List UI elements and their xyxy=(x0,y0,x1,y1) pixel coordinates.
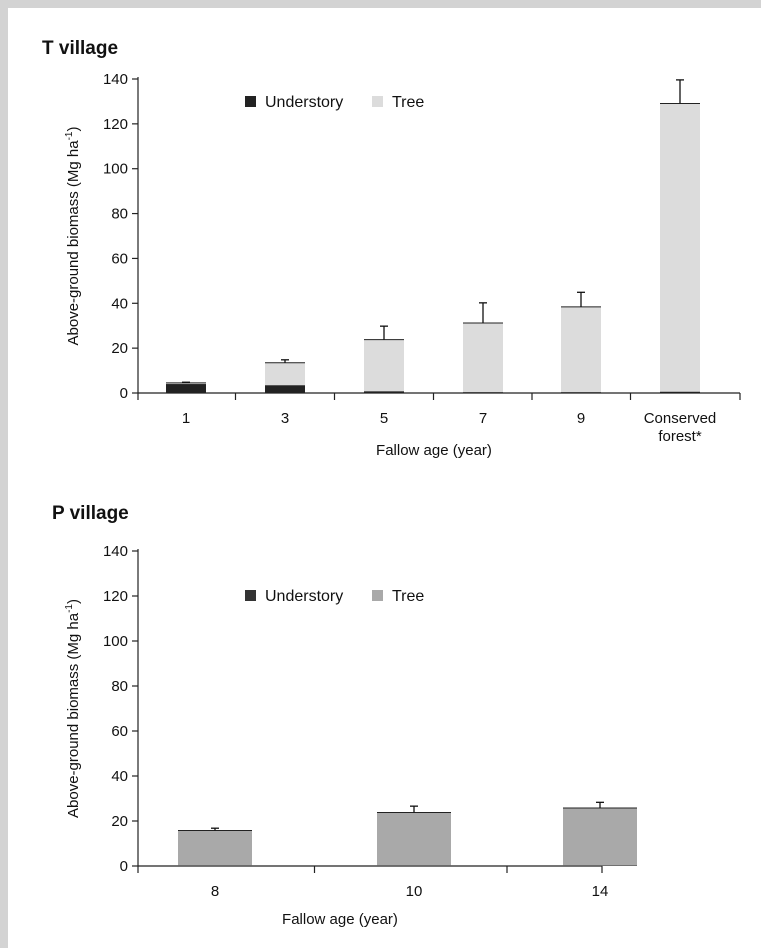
bar-understory-5 xyxy=(364,391,404,393)
bar-understory-9 xyxy=(561,392,601,393)
y-tick-label: 120 xyxy=(103,588,128,605)
bar-tree-5 xyxy=(364,339,404,392)
y-axis-title-close: ) xyxy=(65,126,82,131)
legend-swatch-understory xyxy=(245,590,256,601)
x-category-label: 14 xyxy=(592,883,609,900)
legend-swatch-tree xyxy=(372,96,383,107)
chart-panel-1: T village 0 20 40 60 80 100 120 140 1 3 5 7 9 Conserve… xyxy=(42,38,741,459)
legend-label-understory: Understory xyxy=(265,94,343,111)
y-axis-title-main: Above-ground biomass (Mg ha xyxy=(65,140,82,346)
x-category-label: 1 xyxy=(182,410,190,427)
legend-label-tree: Tree xyxy=(392,588,424,605)
chart-panel-2: P village 0 20 40 60 80 100 120 140 8 10 14 Fallow a… xyxy=(52,503,637,928)
x-category-label: 5 xyxy=(380,410,388,427)
y-axis-title: Above-ground biomass (Mg ha-1) xyxy=(64,126,82,345)
x-category-label: 8 xyxy=(211,883,219,900)
x-category-label: 9 xyxy=(577,410,585,427)
y-tick-label: 40 xyxy=(111,768,128,785)
chart-title: T village xyxy=(42,38,118,59)
y-axis-title-superscript: -1 xyxy=(64,131,75,140)
bar-understory-8 xyxy=(178,865,252,866)
bar-tree-8 xyxy=(178,830,252,866)
x-category-label: 7 xyxy=(479,410,487,427)
x-category-label: 3 xyxy=(281,410,289,427)
x-category-label: 10 xyxy=(406,883,423,900)
y-tick-label: 20 xyxy=(111,340,128,357)
x-axis-title: Fallow age (year) xyxy=(376,442,492,459)
y-tick-label: 80 xyxy=(111,678,128,695)
bar-tree-conserved-forest xyxy=(660,103,700,392)
y-tick-label: 100 xyxy=(103,633,128,650)
x-axis-title: Fallow age (year) xyxy=(282,911,398,928)
bar-understory-3 xyxy=(265,385,305,393)
y-tick-label: 60 xyxy=(111,250,128,267)
y-axis-title-main: Above-ground biomass (Mg ha xyxy=(65,612,82,818)
y-tick-label: 140 xyxy=(103,543,128,560)
bar-tree-9 xyxy=(561,306,601,393)
bar-understory-7 xyxy=(463,392,503,393)
bar-tree-7 xyxy=(463,323,503,393)
y-tick-label: 60 xyxy=(111,723,128,740)
legend-swatch-understory xyxy=(245,96,256,107)
y-axis-title-close: ) xyxy=(65,599,82,604)
legend-swatch-tree xyxy=(372,590,383,601)
y-tick-label: 100 xyxy=(103,161,128,178)
x-category-label: Conserved xyxy=(644,410,717,427)
chart-title: P village xyxy=(52,503,129,524)
y-tick-label: 20 xyxy=(111,813,128,830)
bar-tree-10 xyxy=(377,812,451,866)
y-tick-label: 40 xyxy=(111,295,128,312)
y-axis-title: Above-ground biomass (Mg ha-1) xyxy=(64,599,82,818)
bar-tree-1 xyxy=(166,382,206,385)
bar-tree-3 xyxy=(265,362,305,386)
bar-understory-14 xyxy=(563,865,637,866)
bar-tree-14 xyxy=(563,807,637,866)
y-tick-label: 80 xyxy=(111,206,128,223)
y-tick-label: 0 xyxy=(120,858,128,875)
bar-understory-1 xyxy=(166,384,206,393)
y-axis-title-superscript: -1 xyxy=(64,604,75,613)
y-tick-label: 120 xyxy=(103,116,128,133)
bar-understory-10 xyxy=(377,865,451,866)
x-category-label: forest* xyxy=(658,428,702,445)
legend-label-understory: Understory xyxy=(265,588,343,605)
y-tick-label: 140 xyxy=(103,71,128,88)
bar-understory-conserved-forest xyxy=(660,391,700,393)
legend-label-tree: Tree xyxy=(392,94,424,111)
y-tick-label: 0 xyxy=(120,385,128,402)
